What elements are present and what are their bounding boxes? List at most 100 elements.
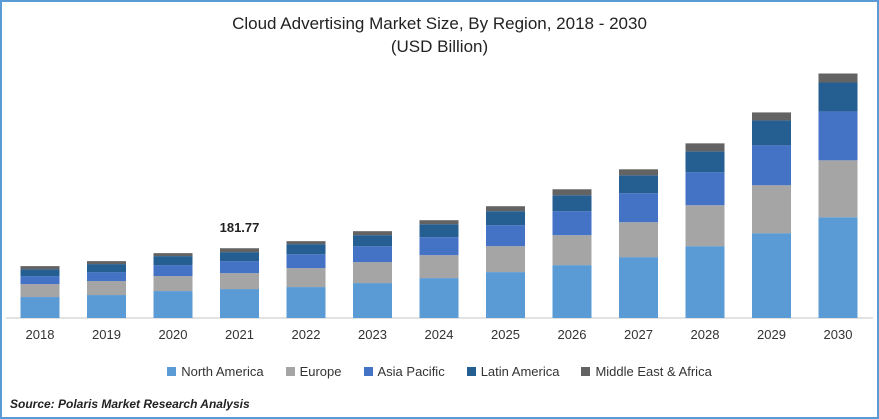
- legend-item: Europe: [285, 364, 342, 379]
- bar-asia-pacific-2026: [552, 211, 592, 236]
- x-tick-label: 2021: [225, 327, 254, 342]
- bar-latin-america-2022: [286, 244, 326, 255]
- bar-latin-america-2020: [153, 256, 193, 266]
- bar-middle-east-africa-2021: [220, 248, 259, 253]
- bar-asia-pacific-2019: [87, 272, 126, 282]
- legend: North America Europe Asia Pacific Latin Ame…: [2, 364, 877, 379]
- bar-north-america-2019: [87, 295, 126, 318]
- x-tick-label: 2027: [624, 327, 653, 342]
- bar-north-america-2021: [220, 289, 259, 318]
- x-tick-label: 2023: [358, 327, 387, 342]
- bar-north-america-2025: [486, 272, 525, 318]
- x-tick-label: 2022: [292, 327, 321, 342]
- legend-label: Asia Pacific: [377, 364, 445, 379]
- bar-latin-america-2024: [419, 224, 459, 238]
- bar-north-america-2028: [685, 246, 725, 318]
- x-tick-label: 2019: [92, 327, 121, 342]
- bar-latin-america-2026: [552, 195, 592, 212]
- bar-north-america-2020: [153, 291, 193, 318]
- bar-europe-2020: [153, 276, 193, 292]
- bar-latin-america-2025: [486, 211, 525, 226]
- bar-middle-east-africa-2027: [619, 169, 658, 176]
- bar-europe-2027: [619, 222, 658, 258]
- legend-item: Middle East & Africa: [581, 364, 712, 379]
- bar-middle-east-africa-2028: [685, 143, 725, 152]
- bar-latin-america-2021: [220, 252, 259, 262]
- bar-north-america-2027: [619, 257, 658, 318]
- legend-swatch: [167, 367, 177, 376]
- bar-asia-pacific-2030: [818, 111, 858, 161]
- bar-europe-2022: [286, 268, 326, 288]
- bar-latin-america-2029: [752, 120, 791, 146]
- bar-latin-america-2023: [353, 235, 392, 247]
- bar-europe-2028: [685, 205, 725, 247]
- data-label: 181.77: [220, 220, 260, 235]
- bar-middle-east-africa-2030: [818, 73, 858, 83]
- bar-north-america-2030: [818, 217, 858, 318]
- bar-asia-pacific-2025: [486, 225, 525, 247]
- bar-latin-america-2028: [685, 151, 725, 173]
- bar-middle-east-africa-2026: [552, 189, 592, 196]
- legend-label: North America: [181, 364, 264, 379]
- bar-europe-2021: [220, 273, 259, 290]
- bar-north-america-2018: [20, 297, 60, 318]
- bar-europe-2023: [353, 262, 392, 284]
- bar-middle-east-africa-2019: [87, 261, 126, 265]
- bar-asia-pacific-2018: [20, 276, 60, 285]
- x-tick-label: 2025: [491, 327, 520, 342]
- source-note: Source: Polaris Market Research Analysis: [10, 397, 250, 411]
- bar-europe-2030: [818, 160, 858, 218]
- bar-europe-2024: [419, 255, 459, 279]
- bar-europe-2026: [552, 235, 592, 266]
- legend-swatch: [466, 367, 476, 376]
- bar-middle-east-africa-2020: [153, 253, 193, 257]
- bar-latin-america-2030: [818, 82, 858, 112]
- bar-middle-east-africa-2023: [353, 231, 392, 236]
- bar-north-america-2023: [353, 283, 392, 318]
- bar-middle-east-africa-2025: [486, 206, 525, 212]
- bar-north-america-2029: [752, 233, 791, 318]
- x-tick-label: 2020: [159, 327, 188, 342]
- legend-swatch: [581, 367, 591, 376]
- legend-swatch: [285, 367, 295, 376]
- legend-swatch: [363, 367, 373, 376]
- bar-middle-east-africa-2018: [20, 266, 60, 270]
- bar-europe-2018: [20, 284, 60, 298]
- bar-asia-pacific-2020: [153, 265, 193, 277]
- bar-north-america-2026: [552, 265, 592, 318]
- bar-latin-america-2019: [87, 264, 126, 273]
- x-tick-label: 2029: [757, 327, 786, 342]
- bar-latin-america-2027: [619, 175, 658, 194]
- bar-asia-pacific-2021: [220, 261, 259, 274]
- x-tick-label: 2024: [425, 327, 454, 342]
- bar-middle-east-africa-2029: [752, 112, 791, 121]
- bar-asia-pacific-2027: [619, 193, 658, 223]
- legend-label: Middle East & Africa: [595, 364, 712, 379]
- bar-asia-pacific-2024: [419, 237, 459, 256]
- legend-label: Latin America: [480, 364, 560, 379]
- chart-title: Cloud Advertising Market Size, By Region…: [232, 14, 647, 33]
- legend-item: Asia Pacific: [363, 364, 445, 379]
- legend-label: Europe: [299, 364, 342, 379]
- bar-middle-east-africa-2022: [286, 241, 326, 245]
- legend-item: Latin America: [466, 364, 560, 379]
- bar-latin-america-2018: [20, 269, 60, 277]
- bar-asia-pacific-2023: [353, 246, 392, 263]
- bar-middle-east-africa-2024: [419, 220, 459, 225]
- legend-item: North America: [167, 364, 264, 379]
- x-tick-label: 2030: [824, 327, 853, 342]
- bar-north-america-2024: [419, 278, 459, 318]
- x-tick-label: 2026: [558, 327, 587, 342]
- bar-asia-pacific-2028: [685, 172, 725, 206]
- chart-subtitle: (USD Billion): [390, 37, 489, 56]
- x-tick-label: 2028: [691, 327, 720, 342]
- bar-europe-2029: [752, 185, 791, 234]
- bar-europe-2019: [87, 281, 126, 296]
- x-tick-label: 2018: [26, 327, 55, 342]
- bar-north-america-2022: [286, 287, 326, 318]
- bar-asia-pacific-2029: [752, 145, 791, 186]
- bar-europe-2025: [486, 246, 525, 273]
- bar-asia-pacific-2022: [286, 254, 326, 269]
